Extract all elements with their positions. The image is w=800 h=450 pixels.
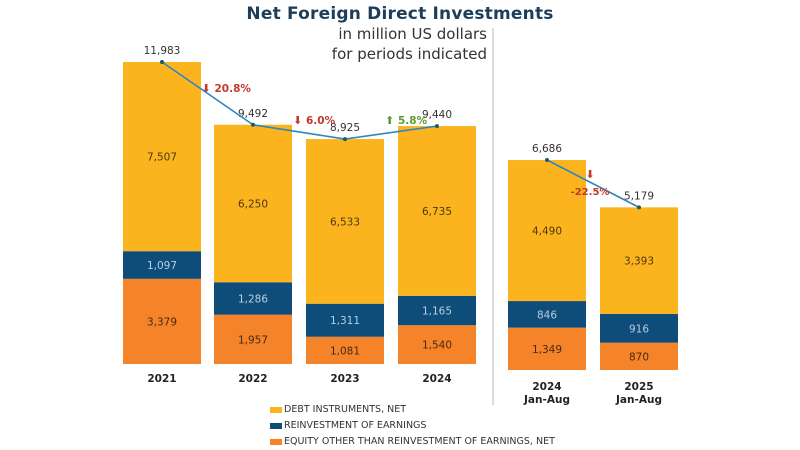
change-percent-label: 5.8% [398, 115, 428, 127]
category-label: Jan-Aug [523, 394, 570, 406]
arrow-down-icon: ⬇ [585, 168, 594, 181]
legend-item-debt: DEBT INSTRUMENTS, NET [270, 404, 406, 415]
legend-label-debt: DEBT INSTRUMENTS, NET [284, 404, 407, 415]
legend-swatch-debt [270, 406, 282, 413]
bar-segment-reinvestment [123, 251, 201, 279]
bar-value-label: 1,081 [330, 345, 360, 357]
bar-segment-equity [306, 336, 384, 364]
bar-value-label: 1,540 [422, 340, 452, 352]
legend-swatch-equity [270, 438, 282, 445]
bar-segment-equity [508, 327, 586, 370]
total-point [251, 122, 255, 127]
bar-segment-equity [214, 314, 292, 364]
arrow-down-icon: ⬇ [202, 82, 211, 95]
bar-value-label: 3,393 [624, 256, 654, 268]
total-label: 9,492 [238, 108, 268, 120]
bar-segment-reinvestment [306, 303, 384, 337]
bar-value-label: 1,097 [147, 260, 177, 272]
legend-label-reinvestment: REINVESTMENT OF EARNINGS [284, 420, 427, 431]
total-label: 9,440 [422, 109, 452, 121]
chart-title: Net Foreign Direct Investments [246, 4, 554, 24]
category-label: 2024 [532, 381, 561, 393]
bar-value-label: 916 [629, 323, 649, 335]
bar-value-label: 1,286 [238, 293, 268, 305]
chart-subtitle-line-2: for periods indicated [331, 45, 487, 63]
total-point [637, 205, 641, 210]
bar-segment-debt [508, 160, 586, 302]
bar-value-label: 3,379 [147, 316, 177, 328]
arrow-down-icon: ⬇ [293, 114, 302, 127]
bar-segment-equity [398, 325, 476, 364]
total-label: 6,686 [532, 143, 562, 155]
bar-segment-reinvestment [214, 282, 292, 315]
legend-swatch-reinvestment [270, 422, 282, 429]
legend-item-equity: EQUITY OTHER THAN REINVESTMENT OF EARNIN… [270, 436, 555, 447]
bar-segment-reinvestment [398, 295, 476, 326]
bar-value-label: 1,165 [422, 306, 452, 318]
total-label: 8,925 [330, 122, 360, 134]
arrow-up-icon: ⬆ [385, 114, 394, 127]
bar-value-label: 1,349 [532, 344, 562, 356]
bar-segment-debt [398, 126, 476, 296]
bar-segment-debt [600, 207, 678, 314]
total-point [545, 158, 549, 162]
total-label: 5,179 [624, 190, 654, 202]
bar-value-label: 1,957 [238, 334, 268, 346]
bar-value-label: 4,490 [532, 226, 562, 238]
bar-segment-debt [214, 124, 292, 283]
bar-segment-equity [123, 278, 201, 364]
bar-segment-equity [600, 342, 678, 370]
bar-value-label: 6,735 [422, 206, 452, 218]
total-point [435, 124, 439, 129]
change-percent-label: 6.0% [306, 115, 336, 127]
bar-value-label: 6,250 [238, 199, 268, 211]
bar-value-label: 846 [537, 309, 557, 321]
change-percent-label: -22.5% [571, 187, 610, 198]
category-label: 2025 [624, 381, 653, 393]
total-trend-line [546, 159, 640, 209]
bar-value-label: 1,311 [330, 315, 360, 327]
bar-segment-debt [306, 139, 384, 304]
category-label: 2024 [422, 373, 451, 385]
bar-segment-reinvestment [600, 313, 678, 343]
legend-item-reinvestment: REINVESTMENT OF EARNINGS [270, 420, 426, 431]
category-label: 2023 [330, 373, 359, 385]
bar-segment-debt [123, 62, 201, 252]
category-label: 2022 [238, 373, 267, 385]
total-point [160, 60, 164, 64]
bar-segment-reinvestment [508, 301, 586, 328]
bar-value-label: 870 [629, 351, 649, 363]
change-percent-label: 20.8% [215, 83, 252, 95]
total-trend-line [161, 61, 438, 140]
total-point [343, 137, 347, 142]
bar-value-label: 6,533 [330, 216, 360, 228]
legend-label-equity: EQUITY OTHER THAN REINVESTMENT OF EARNIN… [284, 436, 555, 447]
category-label: Jan-Aug [615, 394, 662, 406]
chart-subtitle-line-1: in million US dollars [338, 25, 487, 43]
total-label: 11,983 [144, 45, 181, 57]
category-label: 2021 [147, 373, 176, 385]
bar-value-label: 7,507 [147, 152, 177, 164]
